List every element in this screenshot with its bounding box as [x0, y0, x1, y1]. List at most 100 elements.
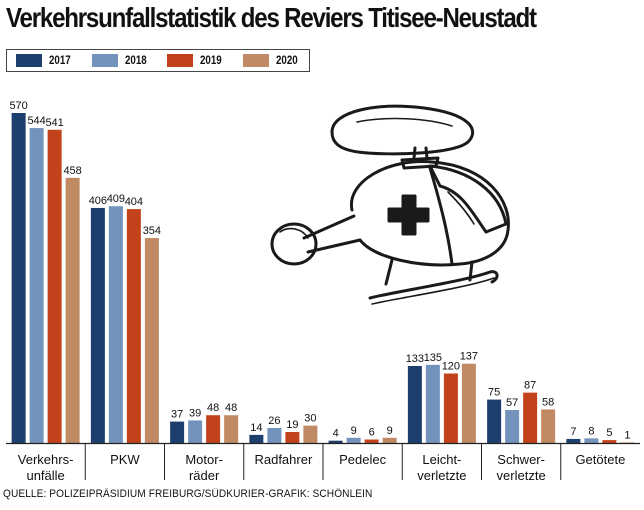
data-label: 1	[624, 429, 630, 441]
data-label: 137	[460, 351, 478, 363]
bar-2018-6	[505, 410, 520, 443]
data-label: 570	[9, 100, 27, 112]
bar-2017-6	[487, 399, 502, 443]
bar-2020-2	[224, 415, 239, 443]
legend-swatch-2017	[16, 54, 42, 67]
bar-group-1: 406 409 404 354 PKW	[89, 193, 161, 467]
bar-2020-0	[65, 177, 80, 443]
category-label: Radfahrer	[254, 452, 312, 467]
category-label: Pedelec	[339, 452, 386, 467]
bar-2020-5	[461, 363, 476, 443]
data-label: 7	[570, 426, 576, 438]
legend-label-2020: 2020	[275, 54, 298, 67]
category-label: Schwer-	[497, 452, 545, 467]
bar-2017-7	[566, 438, 581, 443]
bar-2018-7	[584, 438, 599, 443]
bar-2020-7	[620, 442, 635, 443]
bar-2020-4	[382, 437, 397, 443]
category-label: Verkehrs-	[18, 452, 74, 467]
data-label: 30	[304, 413, 316, 425]
legend-label-2017: 2017	[49, 54, 71, 67]
data-label: 354	[143, 225, 161, 237]
data-label: 39	[189, 407, 201, 419]
bar-group-2: 37 39 48 48 Motor-räder	[170, 402, 239, 483]
bar-group-7: 7 8 5 1 Getötete	[566, 425, 635, 467]
bar-2018-1	[108, 206, 123, 443]
data-label: 544	[27, 115, 45, 127]
bar-2019-7	[602, 440, 617, 443]
bar-2017-0	[11, 113, 26, 443]
bar-2019-5	[443, 373, 458, 443]
data-label: 9	[351, 425, 357, 437]
data-label: 14	[250, 422, 262, 434]
category-label: Getötete	[575, 452, 625, 467]
helicopter-icon	[270, 104, 510, 305]
data-label: 4	[333, 428, 339, 440]
bar-2020-1	[144, 238, 159, 443]
bar-2019-1	[126, 209, 141, 443]
bar-2017-5	[407, 366, 422, 443]
data-label: 120	[442, 361, 460, 373]
bar-2017-3	[249, 434, 264, 443]
legend-item-2020: 2020	[234, 54, 310, 67]
legend-item-2018: 2018	[83, 54, 159, 67]
bar-2019-3	[285, 432, 300, 443]
chart-legend: 2017 2018 2019 2020	[6, 49, 310, 72]
bar-2020-6	[541, 409, 556, 443]
data-label: 26	[268, 415, 280, 427]
data-label: 6	[369, 427, 375, 439]
bar-2018-4	[346, 437, 361, 443]
bar-2018-2	[188, 420, 203, 443]
legend-label-2019: 2019	[200, 54, 222, 67]
bar-2018-0	[29, 128, 44, 444]
category-label: verletzte	[497, 468, 546, 483]
bar-2017-4	[328, 440, 343, 443]
data-label: 5	[606, 427, 612, 439]
data-label: 8	[588, 425, 594, 437]
chart-title: Verkehrsunfallstatistik des Reviers Titi…	[6, 2, 537, 33]
legend-item-2017: 2017	[7, 54, 83, 67]
category-label: unfälle	[26, 468, 64, 483]
data-label: 458	[63, 165, 81, 177]
category-label: Motor-	[185, 452, 223, 467]
bar-2019-6	[523, 392, 538, 443]
category-label: Leicht-	[422, 452, 461, 467]
bar-2017-1	[90, 207, 105, 443]
data-label: 19	[286, 419, 298, 431]
data-label: 409	[107, 193, 125, 205]
data-label: 541	[45, 117, 63, 129]
data-label: 48	[225, 402, 237, 414]
bar-2019-4	[364, 439, 379, 443]
legend-swatch-2020	[242, 54, 269, 67]
category-label: PKW	[110, 452, 140, 467]
bar-group-3: 14 26 19 30 Radfahrer	[249, 413, 318, 467]
legend-swatch-2018	[91, 54, 118, 67]
bar-2018-5	[425, 364, 440, 443]
bar-2018-3	[267, 427, 282, 443]
legend-swatch-2019	[167, 54, 193, 67]
data-label: 135	[424, 352, 442, 364]
data-label: 75	[488, 387, 500, 399]
data-label: 58	[542, 396, 554, 408]
data-label: 9	[387, 425, 393, 437]
bar-2019-0	[47, 129, 62, 443]
data-label: 406	[89, 195, 107, 207]
legend-label-2018: 2018	[124, 54, 147, 67]
data-label: 48	[207, 402, 219, 414]
bar-2017-2	[170, 421, 185, 443]
data-label: 133	[406, 353, 424, 365]
legend-item-2019: 2019	[158, 54, 234, 67]
bar-2020-3	[303, 425, 318, 443]
data-label: 87	[524, 380, 536, 392]
bar-2019-2	[206, 415, 221, 443]
category-label: verletzte	[417, 468, 466, 483]
data-label: 57	[506, 397, 518, 409]
bar-group-6: 75 57 87 58 Schwer-verletzte	[487, 380, 556, 483]
data-label: 37	[171, 409, 183, 421]
category-label: räder	[189, 468, 220, 483]
